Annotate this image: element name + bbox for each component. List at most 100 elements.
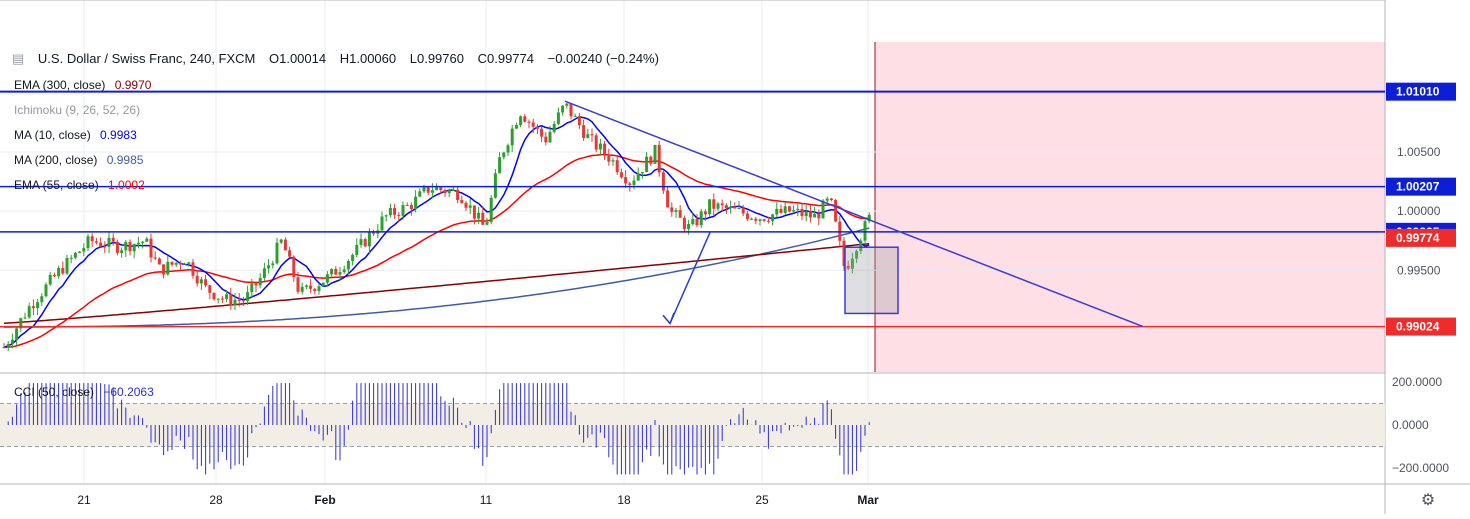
- candle-body: [481, 212, 485, 225]
- price-tag: [1386, 177, 1456, 196]
- candle-body: [754, 218, 758, 221]
- candle-body: [208, 285, 212, 293]
- candle-body: [6, 344, 10, 348]
- candle-body: [346, 260, 350, 270]
- candle-body: [867, 214, 871, 222]
- candle-body: [691, 218, 695, 224]
- candle-body: [678, 210, 682, 218]
- legend-ema-300[interactable]: EMA (300, close) 0.9970: [14, 78, 151, 92]
- candle-body: [808, 211, 812, 218]
- candle-body: [468, 205, 472, 208]
- candle-body: [724, 205, 728, 209]
- target-zone: [874, 42, 1385, 372]
- legend-label: MA (10, close): [14, 128, 91, 142]
- candle-body: [619, 172, 623, 178]
- candle-body: [460, 200, 464, 203]
- candle-body: [246, 292, 250, 302]
- candle-body: [237, 299, 241, 301]
- candle-body: [69, 257, 73, 259]
- legend-ema-55[interactable]: EMA (55, close) 1.0002: [14, 178, 145, 192]
- time-label: 25: [755, 493, 769, 507]
- candle-body: [183, 263, 187, 265]
- candle-body: [367, 232, 371, 247]
- candle-body: [632, 180, 636, 185]
- gear-icon[interactable]: ⚙: [1420, 492, 1436, 509]
- candle-body: [733, 206, 737, 209]
- candle-body: [149, 238, 153, 258]
- candle-body: [527, 121, 531, 123]
- legend-cci[interactable]: CCI (50, close) −60.2063: [14, 385, 154, 399]
- legend-label: EMA (55, close): [14, 178, 99, 192]
- candle-body: [674, 210, 678, 212]
- horizontal-levels: [0, 90, 1385, 328]
- candle-body: [821, 200, 825, 219]
- candle-body: [657, 144, 661, 173]
- candle-body: [758, 219, 762, 221]
- candle-body: [842, 240, 846, 266]
- candle-body: [565, 103, 569, 106]
- candle-body: [107, 237, 111, 247]
- candle-body: [27, 306, 31, 318]
- candle-body: [569, 103, 573, 117]
- candle-body: [317, 286, 321, 292]
- candle-body: [426, 187, 430, 193]
- candle-body: [212, 292, 216, 300]
- candle-body: [472, 205, 476, 219]
- candle-body: [132, 244, 136, 252]
- legend-label: CCI (50, close): [14, 385, 95, 399]
- ema-300-line: [3, 242, 870, 325]
- ohlc-open: O1.00014: [269, 51, 327, 66]
- legend-ichimoku[interactable]: Ichimoku (9, 26, 52, 26): [14, 103, 140, 117]
- candle-body: [73, 252, 77, 258]
- candle-body: [170, 261, 174, 265]
- candle-body: [745, 213, 749, 220]
- candle-body: [216, 298, 220, 300]
- ohlc-high: H1.00060: [339, 51, 397, 66]
- candle-body: [90, 236, 94, 242]
- time-label: Feb: [314, 493, 335, 507]
- candle-body: [464, 202, 468, 208]
- candle-body: [44, 284, 48, 297]
- menu-icon[interactable]: ▤: [12, 51, 25, 66]
- candle-body: [145, 238, 149, 242]
- candle-body: [166, 261, 170, 275]
- candle-body: [796, 208, 800, 211]
- candle-body: [729, 206, 733, 209]
- legend-value: 1.0002: [108, 178, 145, 192]
- candle-body: [380, 216, 384, 231]
- ema-55-line: [3, 153, 870, 349]
- candle-body: [229, 294, 233, 306]
- price-tag: [1386, 82, 1456, 101]
- candle-body: [120, 250, 124, 253]
- cci-tick-label: −200.0000: [1392, 461, 1449, 475]
- cci-pane: [0, 383, 1385, 475]
- candle-body: [598, 143, 602, 150]
- candle-body: [325, 274, 329, 283]
- candle-body: [703, 211, 707, 215]
- candle-body: [241, 300, 245, 302]
- legend-ma-10[interactable]: MA (10, close) 0.9983: [14, 128, 137, 142]
- candle-body: [817, 214, 821, 219]
- candle-body: [187, 262, 191, 264]
- candle-body: [489, 197, 493, 223]
- candle-body: [292, 256, 296, 278]
- legend-ma-200[interactable]: MA (200, close) 0.9985: [14, 153, 143, 167]
- candle-body: [86, 236, 90, 249]
- candle-body: [430, 190, 434, 193]
- candle-body: [716, 203, 720, 209]
- candle-body: [561, 105, 565, 113]
- candle-body: [649, 156, 653, 164]
- candle-body: [401, 205, 405, 216]
- candle-body: [10, 339, 14, 345]
- time-label: 28: [209, 493, 223, 507]
- time-label: 11: [480, 493, 493, 507]
- candle-body: [141, 241, 145, 243]
- candle-body: [271, 263, 275, 266]
- candle-body: [254, 283, 258, 286]
- candle-body: [191, 262, 195, 276]
- candle-body: [741, 208, 745, 214]
- candle-body: [124, 241, 128, 251]
